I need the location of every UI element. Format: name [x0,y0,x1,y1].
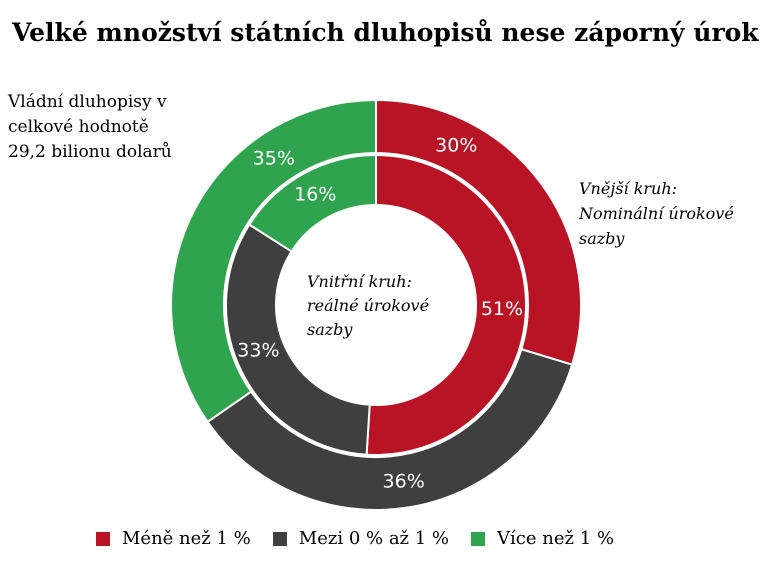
legend-label: Více než 1 % [497,528,614,549]
legend: Méně než 1 % Mezi 0 % až 1 % Více než 1 … [96,528,636,549]
legend-swatch-dark [272,531,287,546]
inner-pct-label-1: 33% [237,339,279,361]
outer-slice-0 [375,98,582,366]
legend-item-below-1: Méně než 1 % [96,528,251,549]
note-line-2: celkové hodnotě [8,117,149,137]
outer-ring [170,98,582,511]
inner-caption-line-3: sazby [307,320,353,339]
percentage-labels: 30% 36% 35% 51% 33% 16% [237,135,523,493]
legend-label: Méně než 1 % [122,528,251,549]
outer-slice-1 [206,348,574,511]
outer-caption-line-2: Nominální úrokové [579,204,734,223]
outer-slice-2 [170,98,377,424]
inner-ring [225,153,527,456]
inner-pct-label-0: 51% [481,298,523,320]
inner-slice-1 [225,223,371,456]
inner-ring-caption: Vnitřní kruh: reálné úrokové sazby [307,270,467,342]
inner-slice-2 [247,153,377,253]
outer-pct-label-0: 30% [435,135,477,157]
inner-pct-label-2: 16% [294,184,336,206]
outer-caption-line-3: sazby [579,229,625,248]
legend-label: Mezi 0 % až 1 % [298,528,450,549]
note-line-1: Vládní dluhopisy v [8,92,167,112]
inner-slice-0 [365,153,527,456]
total-value-note: Vládní dluhopisy v celkové hodnotě 29,2 … [8,90,208,165]
note-line-3: 29,2 bilionu dolarů [8,142,172,162]
inner-caption-line-1: Vnitřní kruh: [307,272,412,291]
legend-item-above-1: Více než 1 % [471,528,614,549]
outer-pct-label-1: 36% [383,470,425,492]
legend-swatch-green [471,531,486,546]
outer-caption-line-1: Vnější kruh: [579,179,678,198]
legend-swatch-red [96,531,110,546]
outer-ring-caption: Vnější kruh: Nominální úrokové sazby [579,176,769,251]
outer-pct-label-2: 35% [253,148,295,170]
inner-caption-line-2: reálné úrokové [307,296,430,315]
chart-title: Velké množství státních dluhopisů nese z… [12,18,759,47]
legend-item-0-to-1: Mezi 0 % až 1 % [272,528,450,549]
